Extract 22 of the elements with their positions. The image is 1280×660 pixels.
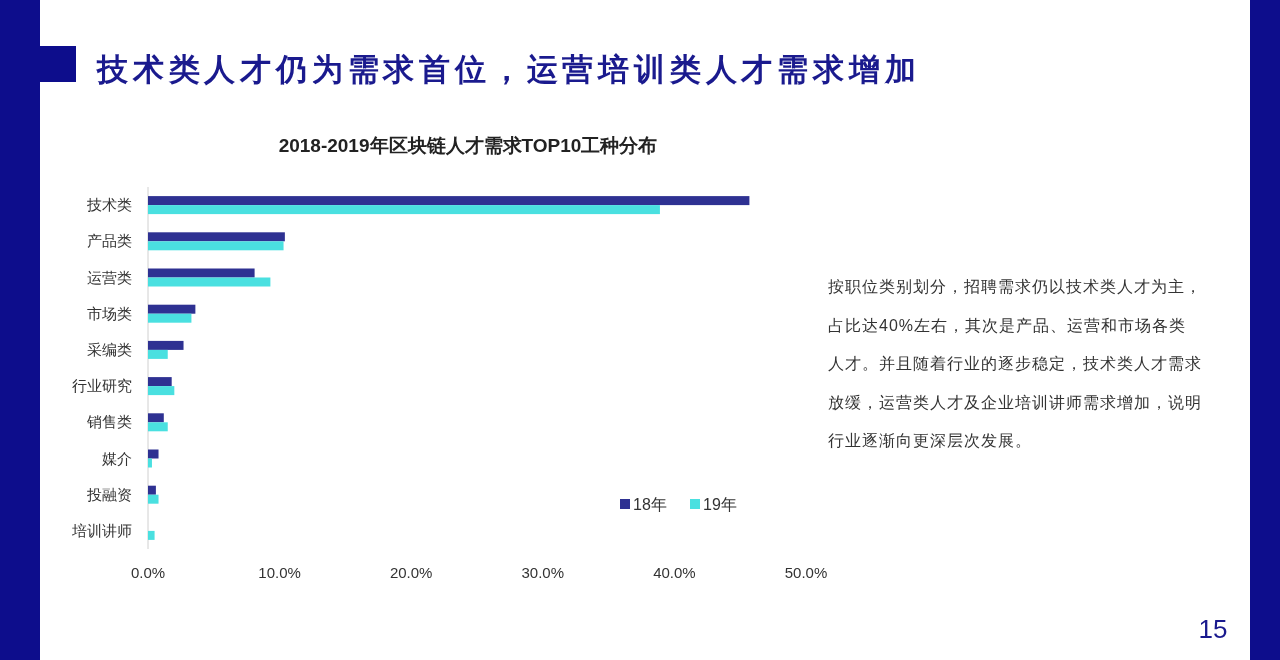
x-tick-label: 10.0%	[258, 564, 301, 581]
x-tick-label: 20.0%	[389, 564, 433, 581]
y-tick-label: 媒介	[102, 449, 132, 467]
x-tick-label: 30.0%	[521, 564, 565, 581]
text: 按职位类别划分，招聘需求仍以技术类人才为主，占比达40%左右，其次是产品、运营和市场各类人才。并且随着行业的逐步稳定，技术类人才需求放缓，运营类人才及企业培训讲师需求增加，说明行业逐渐向更深层次发展。	[828, 278, 1202, 449]
chart-subtitle: 2018-2019年区块链人才需求TOP10工种分布	[278, 135, 658, 156]
text: 15	[1198, 614, 1228, 644]
y-tick-label: 技术类	[86, 196, 132, 214]
y-tick-label: 采编类	[87, 340, 132, 358]
y-tick-label: 销售类	[86, 413, 132, 431]
y-tick-label: 培训讲师	[71, 521, 132, 539]
y-tick-label: 产品类	[87, 232, 132, 250]
y-tick-label: 市场类	[87, 304, 132, 322]
y-tick-label: 投融资	[86, 485, 132, 503]
x-tick-label: 50.0%	[784, 564, 828, 581]
x-tick-label: 0.0%	[130, 564, 166, 581]
y-tick-label: 行业研究	[72, 377, 132, 395]
y-tick-label: 运营类	[87, 268, 132, 286]
legend-label: 18年	[633, 496, 667, 513]
x-tick-label: 40.0%	[653, 564, 696, 581]
chart-title: 技术类人才仍为需求首位，运营培训类人才需求增加	[96, 52, 921, 87]
legend-label: 19年	[703, 496, 737, 513]
